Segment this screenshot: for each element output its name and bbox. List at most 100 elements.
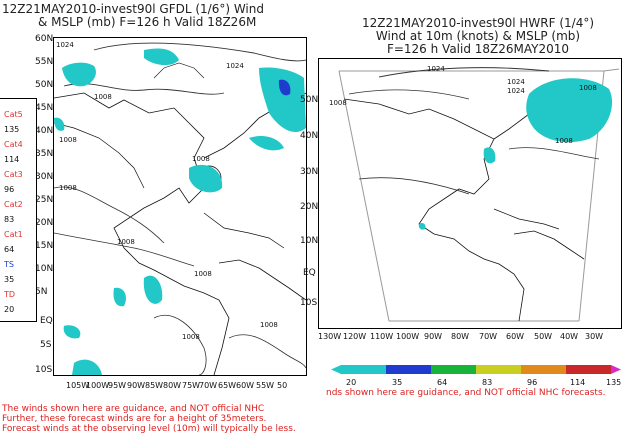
legend-category: Cat2 (4, 200, 23, 209)
right-lon-label: 30W (585, 332, 604, 341)
left-lon-label: 70W (199, 381, 218, 390)
legend-category: Cat3 (4, 170, 23, 179)
legend-category: Cat4 (4, 140, 23, 149)
disclaimer-line: Forecast winds at the observing level (1… (2, 424, 296, 434)
left-lat-label: EQ (40, 316, 53, 326)
left-lon-label: 100W (86, 381, 110, 390)
right-map-title: 12Z21MAY2010-invest90l HWRF (1/4°) Wind a… (362, 17, 594, 56)
color-bar-label: 83 (482, 378, 493, 387)
color-bar-label: 135 (606, 378, 622, 387)
left-pressure-label: 1024 (226, 62, 244, 70)
color-bar-label: 114 (570, 378, 586, 387)
color-bar-segment (386, 365, 431, 374)
right-lon-label: 110W (370, 332, 394, 341)
right-lat-label: 40N (300, 131, 319, 141)
left-lon-label: 75W (182, 381, 201, 390)
left-lon-label: 80W (163, 381, 182, 390)
legend-threshold: 135 (4, 125, 20, 134)
right-lon-label: 70W (479, 332, 498, 341)
legend-category: Cat5 (4, 110, 23, 119)
left-pressure-label: 1008 (94, 93, 112, 101)
left-pressure-label: 1008 (194, 270, 212, 278)
left-lat-label: 20N (35, 218, 54, 228)
gfdl-wind-map: 1024 1008 1024 1008 1008 1008 1008 1008 … (53, 37, 307, 376)
left-lon-label: 50 (277, 381, 288, 390)
right-pressure-label: 1024 (507, 78, 525, 86)
left-lon-label: 95W (108, 381, 127, 390)
right-pressure-label: 1024 (507, 87, 525, 95)
disclaimer-line: The winds shown here are guidance, and N… (2, 404, 265, 414)
right-lon-label: 100W (396, 332, 420, 341)
right-lon-label: 80W (451, 332, 470, 341)
gfdl-map-graphic (54, 42, 306, 375)
color-bar-segment (431, 365, 476, 374)
right-lon-label: 130W (318, 332, 342, 341)
hwrf-wind-map: 1024 1008 1024 1024 1008 1008 (318, 58, 622, 329)
left-lat-label: 35N (35, 149, 54, 159)
color-bar-segment (476, 365, 521, 374)
right-title-line3: F=126 h Valid 18Z26MAY2010 (386, 42, 570, 56)
left-lat-label: 55N (35, 57, 54, 67)
right-lon-label: 120W (343, 332, 367, 341)
color-bar-arrow-right (611, 365, 621, 374)
legend-category: TS (4, 260, 14, 269)
left-lat-label: 50N (35, 80, 54, 90)
right-lat-label: EQ (303, 268, 316, 278)
left-lat-label: 30N (35, 172, 54, 182)
color-bar-segment (521, 365, 566, 374)
right-lat-label: 10S (300, 298, 318, 308)
right-lat-label: 10N (300, 236, 319, 246)
right-pressure-label: 1008 (555, 137, 573, 145)
left-lon-label: 85W (145, 381, 164, 390)
left-map-title: 12Z21MAY2010-invest90l GFDL (1/6°) Wind &… (2, 3, 264, 29)
left-lon-label: 105W (66, 381, 90, 390)
left-lon-label: 55W (256, 381, 275, 390)
right-lon-label: 50W (534, 332, 553, 341)
right-lon-label: 40W (560, 332, 579, 341)
right-lon-label: 90W (424, 332, 443, 341)
left-lon-label: 90W (127, 381, 146, 390)
left-lat-label: 5N (35, 287, 48, 297)
disclaimer-line: Further, these forecast winds are for a … (2, 414, 267, 424)
legend-threshold: 114 (4, 155, 20, 164)
left-pressure-label: 1008 (182, 333, 200, 341)
left-lat-label: 15N (35, 241, 54, 251)
left-lat-label: 10N (35, 264, 54, 274)
left-pressure-label: 1008 (117, 238, 135, 246)
right-pressure-label: 1024 (427, 65, 445, 73)
color-bar-label: 35 (392, 378, 403, 387)
wind-speed-color-bar (331, 365, 621, 374)
left-lat-label: 5S (40, 340, 52, 350)
left-lat-label: 40N (35, 126, 54, 136)
color-bar-label: 96 (527, 378, 538, 387)
hwrf-map-graphic (338, 67, 620, 322)
right-title-line1: 12Z21MAY2010-invest90l HWRF (1/4°) (362, 16, 595, 30)
color-bar-arrow-left (331, 365, 341, 374)
color-bar-segment (566, 365, 611, 374)
right-pressure-label: 1008 (579, 84, 597, 92)
legend-threshold: 35 (4, 275, 15, 284)
left-pressure-label: 1008 (59, 184, 77, 192)
legend-threshold: 64 (4, 245, 15, 254)
right-lat-label: 50N (300, 95, 319, 105)
right-pressure-label: 1008 (329, 99, 347, 107)
right-title-line2: Wind at 10m (knots) & MSLP (mb) (375, 29, 581, 43)
right-lat-label: 30N (300, 167, 319, 177)
color-bar-segment (341, 365, 386, 374)
left-pressure-label: 1008 (192, 155, 210, 163)
right-lat-label: 20N (300, 202, 319, 212)
right-lon-label: 60W (506, 332, 525, 341)
color-bar-label: 20 (346, 378, 357, 387)
legend-category: Cat1 (4, 230, 23, 239)
left-lon-label: 60W (236, 381, 255, 390)
color-bar-label: 64 (437, 378, 448, 387)
left-lat-label: 45N (35, 103, 54, 113)
disclaimer-right: nds shown here are guidance, and NOT off… (326, 388, 606, 398)
left-lon-label: 65W (218, 381, 237, 390)
left-title-line2: & MSLP (mb) F=126 h Valid 18Z26M (38, 15, 257, 29)
left-title-line1: 12Z21MAY2010-invest90l GFDL (1/6°) Wind (2, 2, 264, 16)
left-lat-label: 60N (35, 34, 54, 44)
legend-threshold: 83 (4, 215, 15, 224)
left-lat-label: 25N (35, 195, 54, 205)
legend-threshold: 96 (4, 185, 15, 194)
